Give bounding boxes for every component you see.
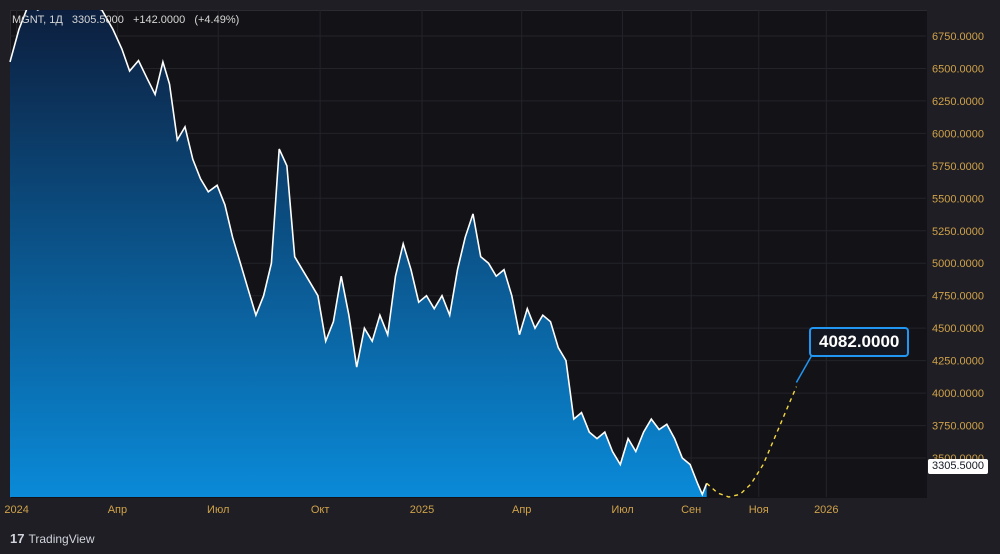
x-tick-label: Июл [611, 504, 633, 516]
y-axis[interactable]: 3500.00003750.00004000.00004250.00004500… [932, 31, 984, 465]
top-frame-mask [0, 0, 1000, 10]
y-tick-label: 6500.0000 [932, 63, 984, 75]
tradingview-logo-icon: 17 [10, 531, 25, 546]
x-tick-label: Апр [108, 504, 127, 516]
x-tick-label: 2026 [814, 504, 838, 516]
change-percent: (+4.49%) [194, 14, 240, 26]
y-tick-label: 5250.0000 [932, 226, 984, 238]
y-tick-label: 4250.0000 [932, 356, 984, 368]
target-price-label[interactable]: 4082.0000 [809, 327, 910, 357]
last-price-value: 3305.5000 [71, 14, 124, 26]
y-tick-label: 6750.0000 [932, 31, 984, 43]
y-tick-label: 5500.0000 [932, 193, 984, 205]
x-tick-label: Апр [512, 504, 531, 516]
x-tick-label: Июл [207, 504, 229, 516]
x-tick-label: Сен [681, 504, 701, 516]
tradingview-branding[interactable]: 17 TradingView [10, 531, 95, 546]
x-axis[interactable]: 2024 Апр Июл Окт 2025 Апр Июл Сен Ноя 2026 [4, 504, 838, 516]
target-connector [795, 354, 813, 383]
y-tick-label: 6250.0000 [932, 96, 984, 108]
last-price-tag: 3305.5000 [928, 459, 988, 474]
symbol-name[interactable]: MGNT, 1Д [12, 14, 63, 26]
x-tick-label: Ноя [749, 504, 769, 516]
y-tick-label: 6000.0000 [932, 128, 984, 140]
y-tick-label: 5750.0000 [932, 161, 984, 173]
price-line[interactable] [9, 2, 708, 497]
y-tick-label: 4500.0000 [932, 323, 984, 335]
price-area-fill [10, 4, 707, 497]
symbol-legend[interactable]: MGNT, 1Д 3305.5000 +142.0000 (+4.49%) [12, 14, 245, 26]
projection-line[interactable] [706, 386, 798, 498]
change-value: +142.0000 [132, 14, 186, 26]
y-tick-label: 4000.0000 [932, 388, 984, 400]
y-tick-label: 5000.0000 [932, 258, 984, 270]
x-tick-label: Окт [311, 504, 330, 516]
x-tick-label: 2024 [4, 504, 28, 516]
x-tick-label: 2025 [410, 504, 434, 516]
y-tick-label: 3750.0000 [932, 421, 984, 433]
tradingview-name: TradingView [28, 531, 95, 546]
y-tick-label: 4750.0000 [932, 291, 984, 303]
